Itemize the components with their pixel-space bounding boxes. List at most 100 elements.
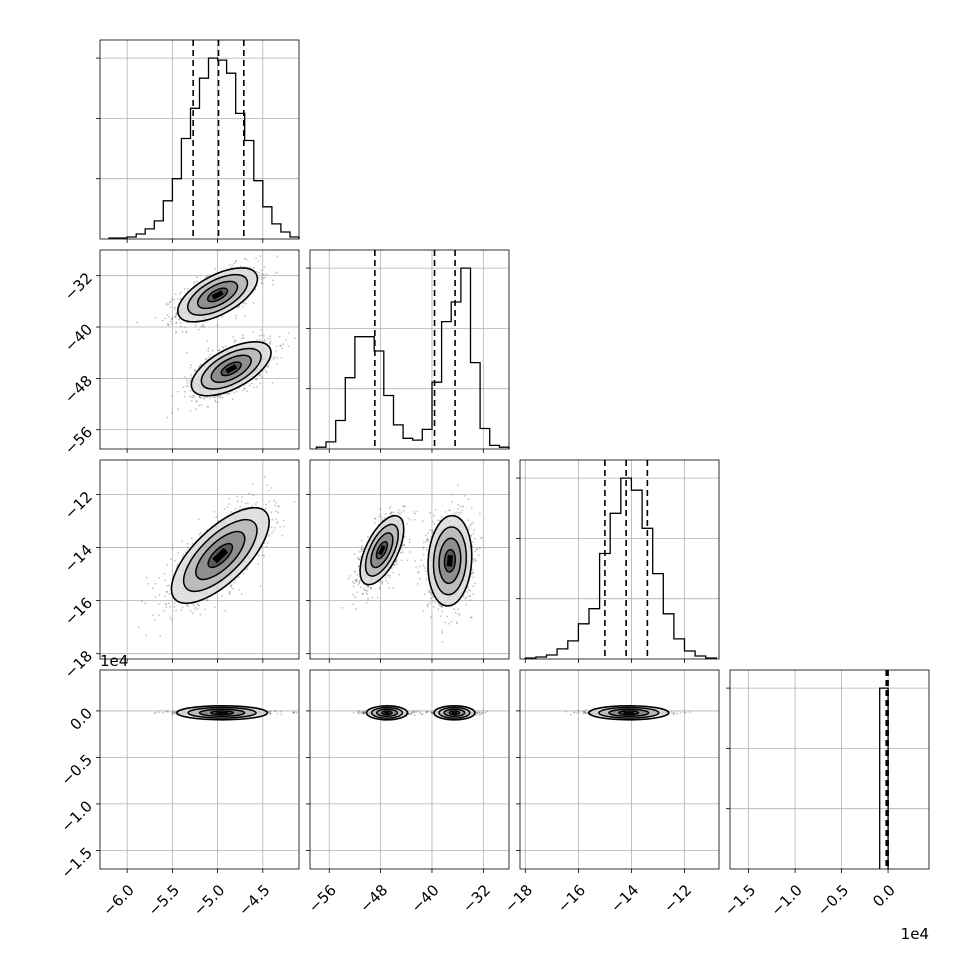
scatter-point — [259, 373, 262, 376]
scatter-point — [255, 257, 257, 260]
scatter-point — [175, 331, 177, 334]
scatter-point — [273, 499, 275, 502]
scatter-point — [407, 517, 410, 520]
scatter-point — [234, 260, 237, 263]
scatter-point — [381, 583, 383, 585]
scatter-point — [362, 593, 365, 595]
scatter-point — [259, 585, 262, 588]
scatter-point — [276, 271, 279, 274]
scatter-point — [474, 558, 476, 561]
scatter-point — [215, 516, 218, 519]
scatter-point — [194, 369, 197, 372]
scatter-point — [198, 366, 200, 368]
scatter-point — [166, 584, 169, 587]
scatter-point — [470, 506, 473, 509]
scatter-point — [414, 560, 416, 562]
scatter-point — [208, 274, 211, 277]
scatter-point — [359, 579, 361, 582]
scatter-point — [175, 313, 178, 316]
scatter-point — [181, 540, 184, 542]
scatter-point — [278, 335, 281, 338]
scatter-point — [217, 349, 220, 352]
scatter-point — [362, 588, 365, 590]
scatter-point — [241, 496, 243, 499]
scatter-point — [456, 621, 458, 624]
scatter-point — [198, 396, 201, 399]
scatter-point — [270, 526, 273, 529]
scatter-point — [308, 457, 310, 459]
scatter-point — [472, 572, 474, 575]
scatter-point — [274, 356, 276, 359]
scatter-point — [168, 315, 170, 318]
scatter-point — [171, 547, 174, 550]
density-mode-0 — [170, 506, 270, 605]
scatter-point — [233, 581, 236, 584]
scatter-point — [196, 276, 198, 279]
scatter-point — [272, 358, 275, 360]
scatter-point — [433, 514, 435, 517]
scatter-point — [158, 594, 161, 596]
scatter-point — [275, 349, 277, 352]
scatter-point — [399, 551, 402, 554]
scatter-point — [260, 269, 263, 272]
scatter-point — [186, 382, 189, 384]
scatter-point — [427, 538, 430, 541]
scatter-point — [401, 544, 404, 547]
scatter-point — [255, 378, 258, 380]
scatter-point — [378, 588, 381, 590]
scatter-point — [199, 613, 202, 616]
scatter-point — [426, 605, 429, 608]
scatter-point — [175, 313, 178, 315]
scatter-point — [254, 503, 257, 505]
scatter-point — [365, 592, 368, 594]
scatter-point — [166, 591, 168, 593]
scatter-point — [173, 298, 176, 301]
scatter-point — [400, 511, 403, 514]
scatter-point — [190, 537, 193, 540]
scatter-point — [258, 374, 261, 377]
scatter-point — [415, 566, 417, 569]
scatter-point — [377, 515, 380, 518]
scatter-point — [457, 513, 460, 516]
scatter-point — [398, 512, 400, 515]
scatter-point — [167, 324, 170, 327]
scatter-point — [162, 610, 165, 612]
scatter-point — [174, 306, 176, 309]
scatter-point — [197, 518, 200, 521]
scatter-point — [218, 395, 221, 398]
scatter-point — [403, 544, 406, 547]
scatter-point — [275, 501, 278, 504]
scatter-point — [374, 517, 376, 520]
scatter-point — [361, 545, 364, 547]
scatter-point — [167, 323, 170, 325]
scatter-point — [409, 551, 412, 553]
scatter-point — [191, 542, 194, 545]
scatter-point — [250, 244, 252, 246]
scatter-point — [270, 511, 273, 514]
scatter-point — [175, 331, 178, 333]
scatter-point — [355, 608, 357, 610]
scatter-point — [228, 497, 231, 500]
scatter-point — [203, 396, 206, 399]
scatter-point — [169, 616, 172, 619]
scatter-point — [255, 339, 258, 342]
scatter-point — [400, 559, 403, 562]
scatter-point — [354, 596, 357, 599]
scatter-point — [164, 579, 167, 582]
scatter-point — [190, 364, 192, 366]
scatter-point — [416, 510, 419, 513]
scatter-point — [271, 356, 273, 359]
scatter-point — [381, 518, 384, 521]
scatter-point — [164, 603, 167, 605]
scatter-point — [213, 396, 216, 398]
scatter-point — [197, 604, 200, 606]
scatter-point — [419, 577, 421, 580]
scatter-point — [263, 335, 265, 337]
scatter-point — [432, 600, 435, 602]
scatter-point — [206, 275, 209, 278]
scatter-point — [224, 609, 227, 612]
scatter-point — [152, 587, 154, 589]
scatter-point — [198, 604, 200, 607]
scatter-point — [258, 554, 260, 557]
scatter-point — [271, 279, 274, 282]
